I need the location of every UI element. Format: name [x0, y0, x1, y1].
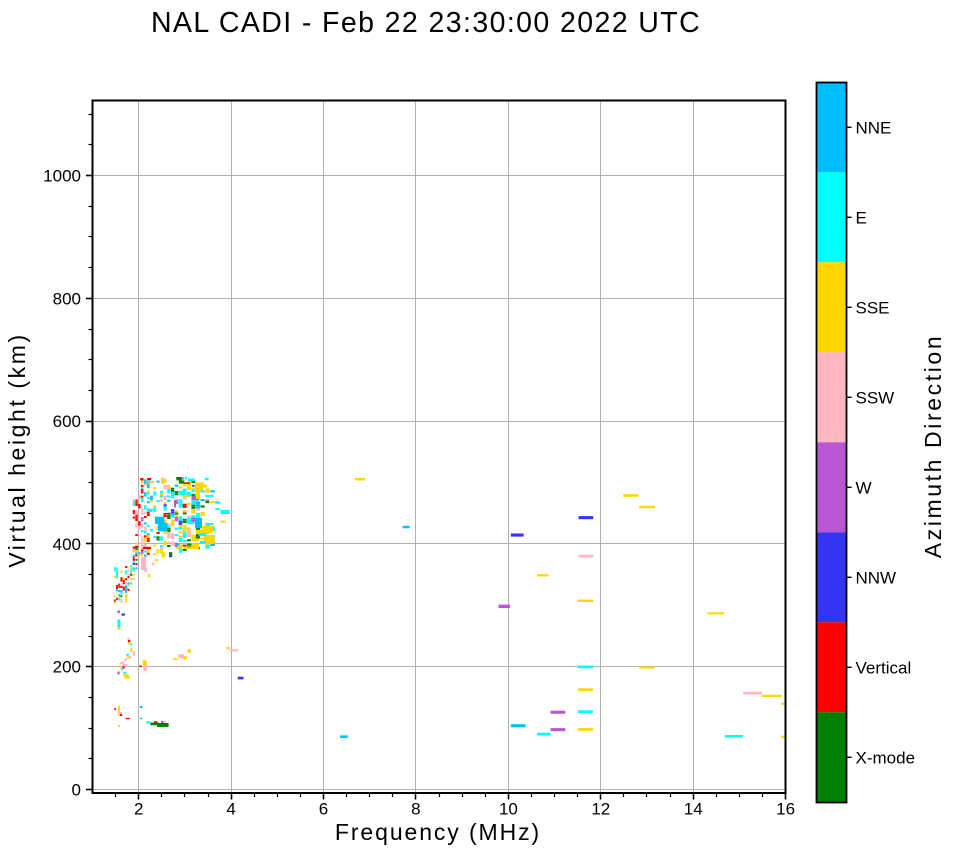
svg-text:SSE: SSE: [856, 298, 890, 317]
svg-text:Vertical: Vertical: [856, 658, 912, 677]
svg-text:1000: 1000: [43, 167, 81, 186]
svg-text:200: 200: [53, 658, 81, 677]
svg-text:0: 0: [72, 781, 81, 800]
svg-text:6: 6: [319, 800, 328, 819]
svg-text:NAL CADI - Feb 22 23:30:00 202: NAL CADI - Feb 22 23:30:00 2022 UTC: [151, 7, 701, 39]
svg-text:NNE: NNE: [856, 118, 892, 137]
svg-text:16: 16: [776, 800, 795, 819]
svg-text:Frequency (MHz): Frequency (MHz): [335, 819, 541, 845]
svg-text:10: 10: [499, 800, 518, 819]
svg-text:2: 2: [134, 800, 143, 819]
svg-text:600: 600: [53, 412, 81, 431]
svg-text:X-mode: X-mode: [856, 748, 916, 767]
svg-text:W: W: [856, 478, 872, 497]
svg-text:14: 14: [684, 800, 703, 819]
svg-text:E: E: [856, 208, 867, 227]
svg-text:Virtual height (km): Virtual height (km): [4, 332, 30, 568]
svg-text:8: 8: [411, 800, 420, 819]
svg-text:4: 4: [226, 800, 235, 819]
svg-text:12: 12: [591, 800, 610, 819]
svg-text:NNW: NNW: [856, 568, 897, 587]
svg-text:400: 400: [53, 535, 81, 554]
svg-text:800: 800: [53, 289, 81, 308]
svg-text:Azimuth Direction: Azimuth Direction: [920, 334, 946, 558]
svg-text:SSW: SSW: [856, 388, 895, 407]
